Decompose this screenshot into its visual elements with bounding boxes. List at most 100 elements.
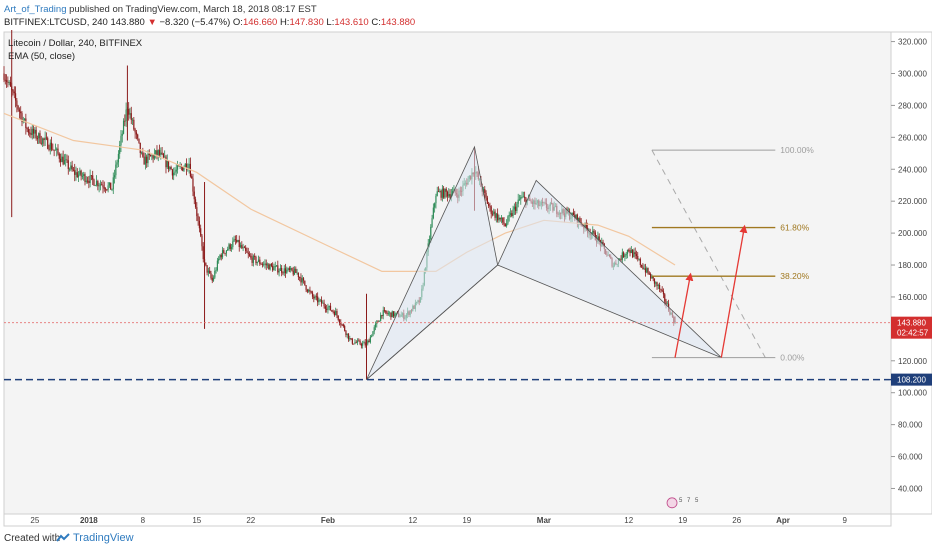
- candle-body: [624, 255, 626, 257]
- x-tick-label: 26: [732, 516, 741, 525]
- candle-body: [153, 153, 156, 159]
- candle-body: [268, 264, 270, 270]
- candle-body: [227, 249, 229, 251]
- candle-body: [363, 342, 365, 344]
- candle-body: [113, 175, 116, 178]
- candle-body: [279, 267, 281, 271]
- candle-body: [326, 308, 328, 310]
- candle-body: [56, 148, 58, 150]
- candle-body: [218, 258, 220, 261]
- candle-body: [155, 150, 157, 154]
- candle-body: [598, 236, 600, 241]
- candle-body: [368, 340, 370, 343]
- candle-body: [75, 172, 77, 175]
- candle-body: [61, 156, 63, 163]
- candle-body: [84, 174, 86, 182]
- ema-legend[interactable]: EMA (50, close): [8, 51, 76, 62]
- candle-body: [264, 263, 266, 265]
- candle-body: [380, 315, 382, 321]
- candle-body: [657, 285, 659, 286]
- candle-body: [504, 224, 506, 227]
- candle-body: [62, 156, 64, 165]
- candle-body: [50, 142, 53, 150]
- event-badge-label: 7: [687, 498, 691, 504]
- candle-body: [76, 172, 78, 178]
- candle-body: [579, 218, 581, 223]
- candle-body: [621, 252, 623, 260]
- candle-body: [143, 156, 145, 165]
- candle-body: [57, 148, 59, 154]
- candle-body: [110, 182, 112, 190]
- candle-body: [485, 193, 487, 198]
- candle-body: [20, 111, 22, 114]
- candle-body: [214, 270, 216, 278]
- candle-body: [65, 159, 67, 161]
- fib-level-label: 61.80%: [780, 223, 809, 233]
- candle-body: [166, 160, 168, 168]
- candle-body: [308, 289, 310, 292]
- footer: Created with TradingView: [0, 528, 932, 550]
- candle-body: [254, 256, 256, 257]
- candle-body: [27, 129, 30, 133]
- candle-body: [156, 150, 158, 155]
- candle-body: [146, 156, 148, 164]
- candle-body: [151, 155, 153, 157]
- last-price-label: 143.880: [897, 319, 926, 328]
- candle-body: [225, 250, 227, 254]
- candle-body: [619, 258, 621, 260]
- candle-body: [198, 220, 200, 229]
- candle-body: [350, 338, 352, 340]
- time-axis: [3, 513, 892, 527]
- x-tick-label: Mar: [537, 516, 551, 525]
- candle-body: [216, 260, 218, 271]
- candle-body: [40, 142, 42, 144]
- candle-body: [292, 270, 294, 275]
- candle-body: [488, 203, 490, 206]
- candle-body: [169, 167, 171, 170]
- candle-body: [342, 324, 344, 327]
- low-value: 143.610: [334, 17, 369, 28]
- candle-body: [119, 145, 121, 154]
- close-value: 143.880: [380, 17, 416, 28]
- y-tick-label: 40.000: [898, 484, 923, 493]
- candle-body: [149, 155, 152, 157]
- publish-info: Art_of_Trading published on TradingView.…: [4, 3, 317, 16]
- candle-body: [386, 312, 388, 314]
- candle-body: [301, 278, 303, 283]
- event-badge-icon: [666, 497, 678, 509]
- candle-body: [635, 254, 638, 256]
- candle-body: [101, 184, 103, 186]
- candle-body: [14, 93, 17, 101]
- candle-body: [445, 188, 447, 192]
- candle-body: [104, 188, 107, 190]
- candle-body: [444, 188, 446, 198]
- candle-body: [431, 218, 433, 227]
- candle-body: [594, 232, 596, 241]
- candle-body: [302, 278, 305, 281]
- price-chart[interactable]: 320.000300.000280.000260.000240.000220.0…: [0, 30, 932, 528]
- candle-body: [502, 217, 504, 223]
- candle-body: [656, 282, 658, 286]
- tradingview-link[interactable]: TradingView: [56, 532, 134, 544]
- candle-body: [299, 277, 301, 278]
- candle-body: [108, 182, 111, 186]
- candle-body: [626, 249, 629, 255]
- candle-body: [373, 327, 375, 332]
- candle-body: [255, 256, 257, 264]
- tradingview-brand: TradingView: [73, 532, 134, 544]
- last-price: 143.880: [110, 17, 145, 28]
- candle-body: [385, 310, 387, 313]
- author-link[interactable]: Art_of_Trading: [4, 4, 67, 15]
- fib-level-label: 38.20%: [780, 271, 809, 281]
- candle-body: [287, 268, 289, 270]
- candle-body: [629, 250, 631, 253]
- candle-body: [435, 195, 437, 204]
- y-tick-label: 60.000: [898, 453, 923, 462]
- candle-body: [209, 270, 211, 273]
- candle-body: [499, 217, 501, 220]
- candle-body: [66, 159, 68, 161]
- candle-body: [71, 165, 73, 170]
- candle-body: [160, 152, 162, 155]
- candle-body: [443, 188, 445, 198]
- y-tick-label: 300.000: [898, 69, 927, 78]
